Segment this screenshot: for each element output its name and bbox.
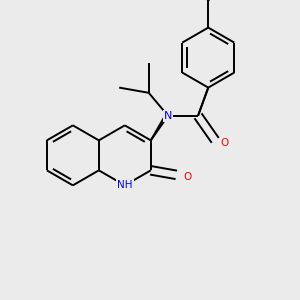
Text: O: O xyxy=(183,172,191,182)
Text: O: O xyxy=(221,137,229,148)
Text: NH: NH xyxy=(117,180,133,190)
Text: N: N xyxy=(164,111,172,121)
